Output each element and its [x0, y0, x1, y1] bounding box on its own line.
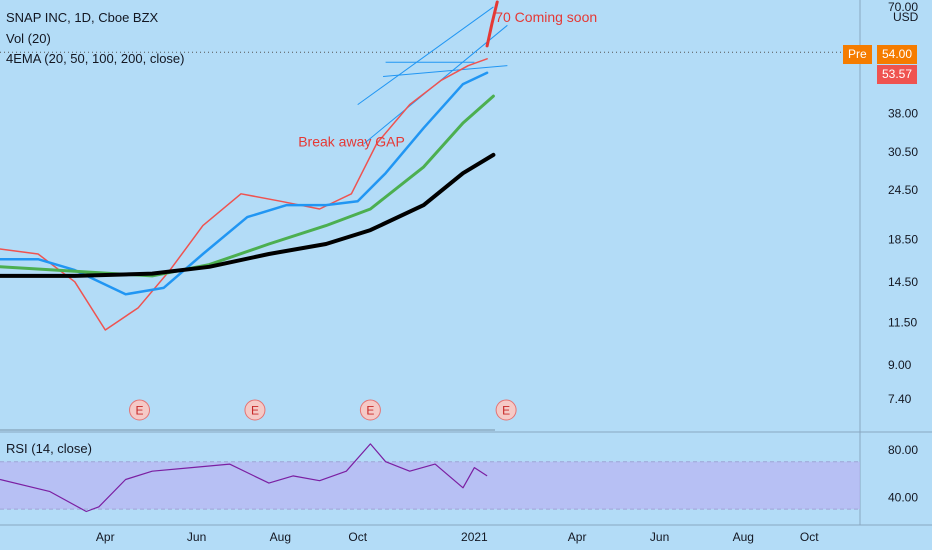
- time-tick-label: Aug: [270, 530, 291, 544]
- earnings-marker-circle: [359, 399, 381, 421]
- time-tick-label: Oct: [800, 530, 819, 544]
- pre-market-price-tag: 54.00: [877, 45, 918, 64]
- rsi-band: [0, 461, 860, 510]
- rsi-tick-label: 80.00: [888, 443, 918, 457]
- earnings-marker-circle: [495, 399, 517, 421]
- support-line: [383, 65, 508, 77]
- earnings-marker-label: E: [502, 404, 510, 418]
- earnings-marker-label: E: [136, 404, 144, 418]
- earnings-marker-circle: [129, 399, 151, 421]
- last-price-tag: 53.57: [877, 65, 918, 84]
- earnings-marker: E: [495, 399, 517, 421]
- earnings-marker: E: [129, 399, 151, 421]
- price-tick-label: 11.50: [888, 315, 917, 329]
- time-tick-label: Oct: [348, 530, 367, 544]
- volume-legend: Vol (20): [6, 31, 51, 46]
- ema-legend: 4EMA (20, 50, 100, 200, close): [6, 51, 185, 66]
- price-tick-label: 9.00: [888, 358, 912, 372]
- series-projection: [485, 0, 499, 48]
- time-tick-label: Aug: [733, 530, 754, 544]
- target-annotation: 70 Coming soon: [495, 9, 597, 25]
- series-rsi: [0, 443, 488, 513]
- pre-market-tag: Pre: [843, 45, 872, 64]
- time-tick-label: 2021: [461, 530, 488, 544]
- series-ema-20: [0, 58, 488, 331]
- earnings-marker-circle: [244, 399, 266, 421]
- price-tick-label: 24.50: [888, 183, 918, 197]
- price-tick-label: 70.00: [888, 0, 918, 14]
- rsi-tick-label: 40.00: [888, 490, 918, 504]
- pre-value: 54.00: [882, 47, 913, 61]
- price-tick-label: 14.50: [888, 275, 918, 289]
- earnings-marker-label: E: [366, 404, 374, 418]
- price-tick-label: 18.50: [888, 232, 918, 246]
- time-tick-label: Apr: [96, 530, 115, 544]
- time-tick-label: Jun: [650, 530, 669, 544]
- pre-label: Pre: [848, 47, 867, 61]
- time-tick-label: Apr: [568, 530, 587, 544]
- earnings-marker: E: [244, 399, 266, 421]
- gap-annotation: Break away GAP: [298, 133, 405, 149]
- price-tick-label: 7.40: [888, 392, 912, 406]
- time-tick-label: Jun: [187, 530, 206, 544]
- series-ema-200: [0, 152, 496, 278]
- price-tick-label: 30.50: [888, 145, 918, 159]
- rsi-legend: RSI (14, close): [6, 441, 92, 456]
- last-value: 53.57: [882, 67, 913, 81]
- earnings-marker-label: E: [251, 404, 259, 418]
- symbol-title: SNAP INC, 1D, Cboe BZX: [6, 10, 159, 25]
- earnings-marker: E: [359, 399, 381, 421]
- channel-upper-line: [357, 6, 494, 106]
- price-tick-label: 38.00: [888, 107, 918, 121]
- currency-label: USD: [893, 10, 919, 24]
- series-ema-100: [0, 94, 495, 278]
